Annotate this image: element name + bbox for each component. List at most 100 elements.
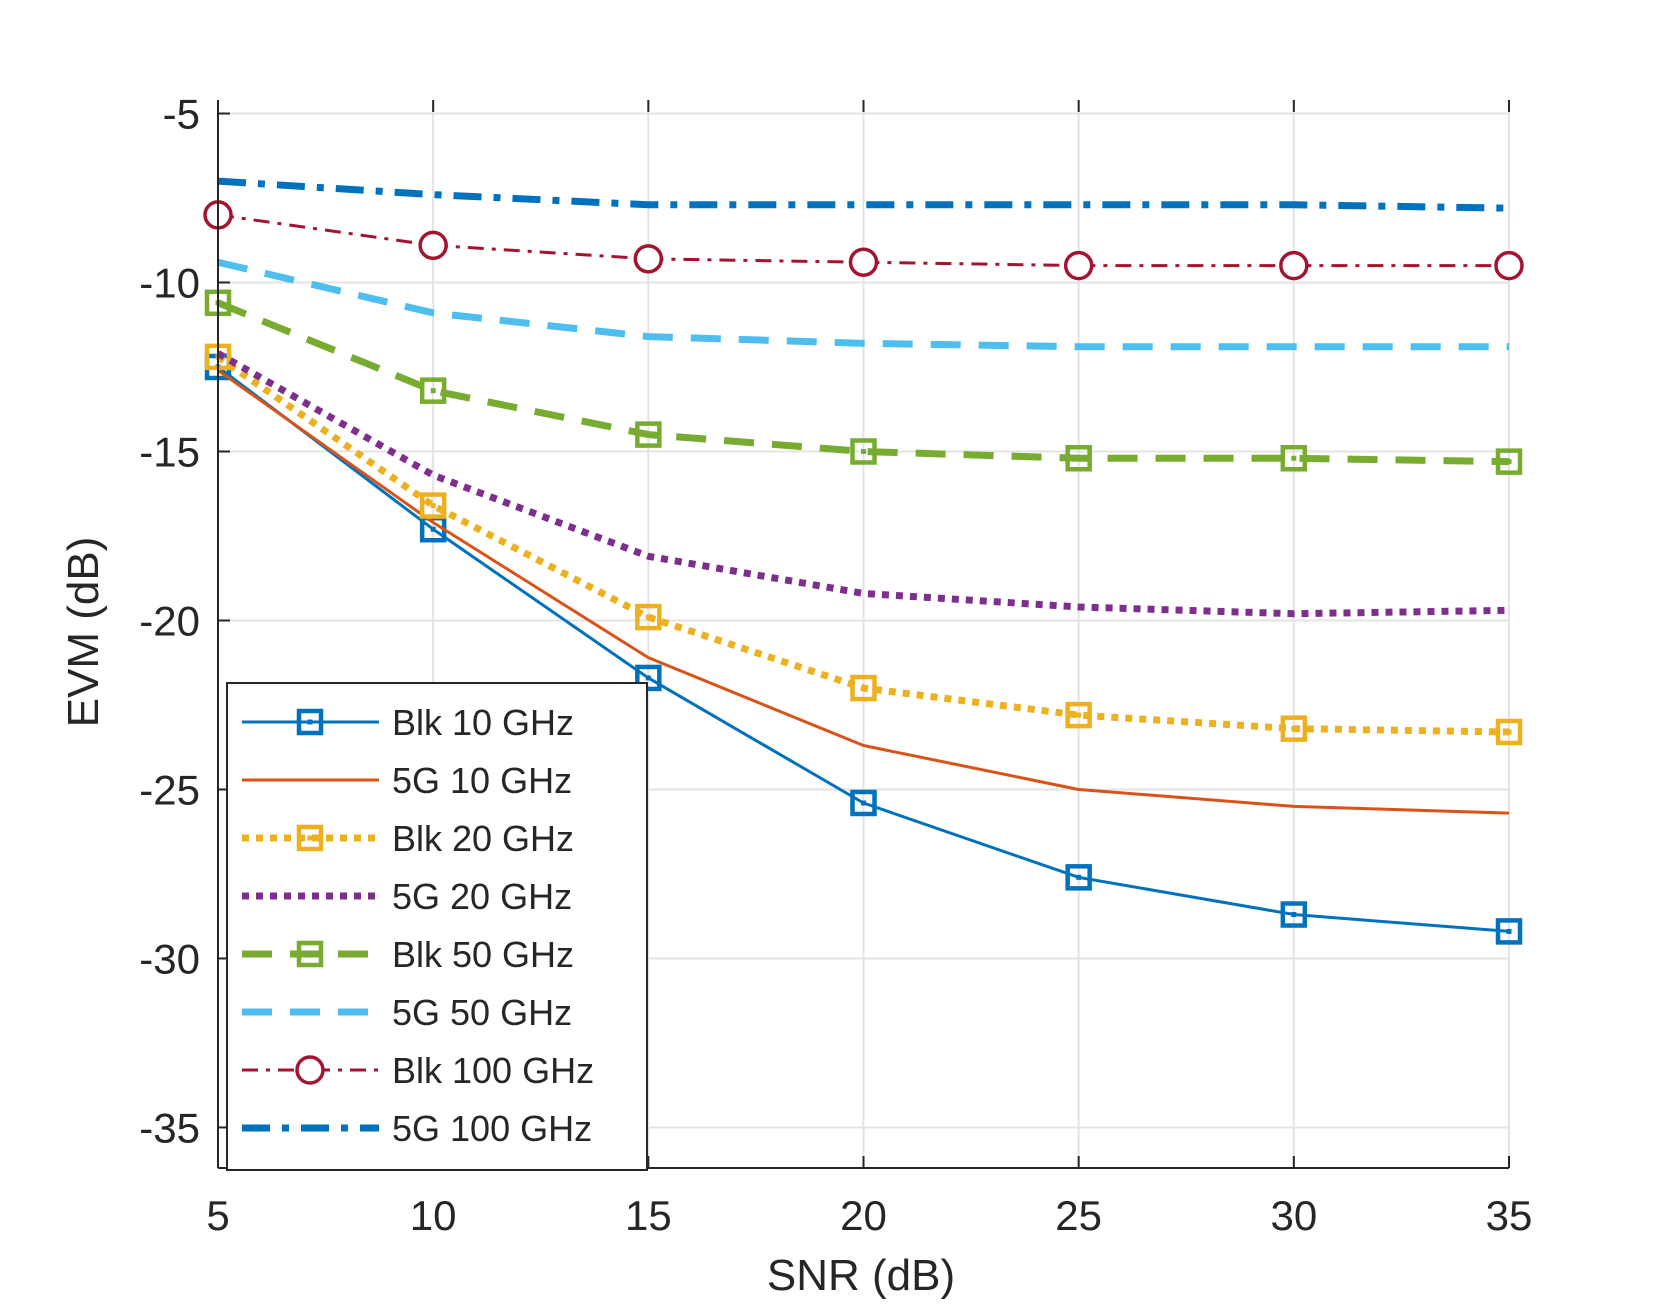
legend-marker: [296, 940, 324, 968]
data-point-marker-shape: [1065, 864, 1092, 891]
data-point-marker-shape: [419, 492, 447, 519]
data-point-marker-shape: [1280, 715, 1308, 742]
data-point-marker-shape: [635, 603, 662, 631]
data-point-marker: [635, 664, 662, 692]
data-point-marker: [635, 421, 662, 448]
data-point-marker: [633, 244, 664, 274]
data-point-marker: [1495, 448, 1523, 475]
tick-labels: 5 10 15 20 25 30 35 -5 -10 -15 -20 -25 -30 -35: [139, 91, 1532, 1239]
x-tick-label: 35: [1486, 1192, 1533, 1239]
series-5g-10-ghz: [217, 369, 1510, 815]
data-point-marker: [419, 377, 447, 404]
data-point-marker-center: [1506, 459, 1512, 465]
data-point-marker-shape: [1065, 445, 1092, 472]
series-blk-100-ghz: [203, 200, 1524, 281]
data-point-marker-center: [861, 685, 866, 691]
legend-item: Blk 20 GHz: [242, 818, 574, 859]
legend-marker-center: [307, 835, 313, 841]
x-tick-label: 10: [410, 1192, 457, 1239]
data-point-marker-shape: [1495, 718, 1523, 746]
legend-marker-shape: [296, 940, 324, 968]
data-point-marker: [1495, 918, 1523, 945]
data-point-marker-center: [1076, 455, 1082, 461]
legend-item: 5G 10 GHz: [242, 760, 572, 801]
data-point-marker-center: [861, 448, 866, 454]
data-point-marker-shape: [1495, 448, 1523, 475]
data-point-marker: [1280, 445, 1308, 472]
x-tick-label: 5: [206, 1192, 229, 1239]
y-tick-label: -20: [139, 597, 200, 644]
data-point-marker: [635, 603, 662, 631]
legend-box: [226, 682, 648, 1171]
x-axis-label: SNR (dB): [767, 1251, 955, 1300]
legend-marker: [296, 824, 324, 852]
legend-label: 5G 100 GHz: [392, 1108, 592, 1149]
legend-marker-shape: [296, 824, 324, 852]
legend-label: Blk 50 GHz: [392, 934, 574, 975]
data-point-marker: [1065, 864, 1092, 891]
data-point-marker-shape: [1280, 901, 1308, 928]
data-point-marker: [1065, 701, 1092, 729]
legend-label: Blk 20 GHz: [392, 818, 574, 859]
series-line: [217, 258, 1509, 351]
y-tick-label: -25: [139, 766, 200, 813]
data-point-marker-shape: [1280, 445, 1308, 472]
data-point-marker-shape: [1065, 701, 1092, 729]
data-point-marker-center: [1291, 912, 1297, 918]
data-point-marker-center: [645, 675, 651, 681]
data-point-marker: [419, 492, 447, 519]
data-point-marker-center: [1076, 874, 1082, 880]
legend-marker-shape: [296, 708, 324, 736]
x-tick-label: 15: [625, 1192, 672, 1239]
data-point-marker: [418, 230, 448, 261]
legend-item: 5G 50 GHz: [242, 992, 572, 1033]
data-point-marker: [1063, 250, 1094, 281]
y-tick-label: -15: [139, 428, 200, 475]
data-point-marker-shape: [850, 438, 877, 465]
data-point-marker-shape: [1495, 918, 1523, 945]
data-point-marker-center: [645, 614, 651, 620]
y-axis-label: EVM (dB): [59, 537, 108, 728]
legend-marker-center: [307, 719, 313, 725]
data-point-marker: [1280, 715, 1308, 742]
series-lines: [203, 177, 1524, 945]
legend-marker-center: [307, 951, 313, 957]
data-point-marker-center: [430, 526, 436, 532]
data-point-marker: [1494, 250, 1524, 281]
data-point-marker: [850, 789, 877, 817]
y-tick-label: -35: [139, 1104, 200, 1151]
data-point-marker-shape: [850, 674, 877, 702]
legend-item: Blk 10 GHz: [242, 702, 574, 743]
series-5g-20-ghz: [216, 350, 1510, 618]
series-line: [217, 177, 1510, 212]
data-point-marker: [1065, 445, 1092, 472]
legend-item: Blk 100 GHz: [242, 1050, 594, 1091]
data-point-marker-shape: [635, 421, 662, 448]
series-line: [217, 369, 1510, 815]
data-point-marker: [1495, 718, 1523, 746]
x-tick-label: 20: [840, 1192, 887, 1239]
legend-item: 5G 100 GHz: [242, 1108, 592, 1149]
data-point-marker-center: [1076, 712, 1082, 718]
data-point-marker: [850, 674, 877, 702]
data-point-marker-shape: [850, 789, 877, 817]
series-line: [216, 350, 1510, 618]
data-point-marker-center: [430, 503, 436, 509]
data-point-marker-center: [1291, 455, 1297, 461]
data-point-marker-center: [1506, 729, 1512, 735]
data-point-marker-center: [645, 432, 651, 438]
legend: Blk 10 GHz 5G 10 GHz Blk 20 GHz 5G 20 GHz Bl…: [226, 682, 648, 1171]
y-tick-label: -5: [163, 91, 200, 138]
legend-marker: [296, 708, 324, 736]
data-point-marker-center: [1291, 726, 1297, 732]
legend-label: 5G 10 GHz: [392, 760, 572, 801]
data-point-marker-center: [861, 800, 866, 806]
legend-label: Blk 10 GHz: [392, 702, 574, 743]
x-tick-label: 25: [1055, 1192, 1102, 1239]
series-5g-100-ghz: [217, 177, 1510, 212]
y-tick-label: -30: [139, 935, 200, 982]
data-point-marker-center: [430, 388, 436, 394]
legend-item: 5G 20 GHz: [242, 876, 572, 917]
data-point-marker-shape: [635, 664, 662, 692]
